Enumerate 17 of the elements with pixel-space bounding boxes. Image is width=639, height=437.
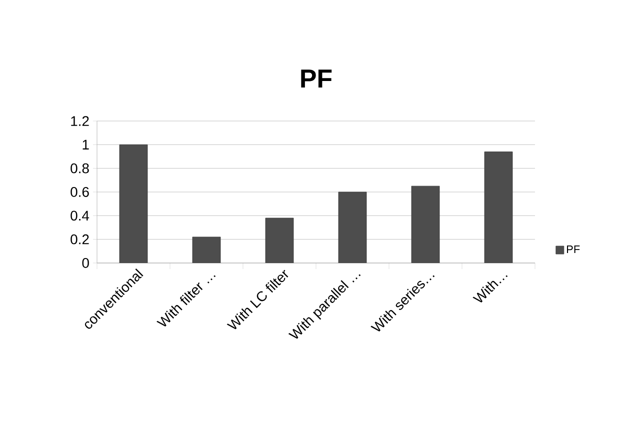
y-tick-label: 0.8 [70,163,89,174]
y-tick-label: 0.6 [70,187,89,197]
chart-title: PF [301,70,332,88]
y-tick-label: 0.2 [70,234,89,244]
y-tick-label: 1 [82,140,89,150]
y-tick-label: 0.4 [70,210,90,221]
bar [484,152,513,263]
bar [119,144,148,263]
bar [411,186,440,263]
x-tick-label: With LC filter [226,270,288,330]
x-tick-label: With filter … [156,275,216,327]
legend-label: PF [567,246,580,254]
bar [192,236,221,263]
y-tick-label: 0 [82,258,89,268]
bar [338,192,367,263]
bar [265,218,294,263]
y-tick-label: 1.2 [71,116,89,126]
